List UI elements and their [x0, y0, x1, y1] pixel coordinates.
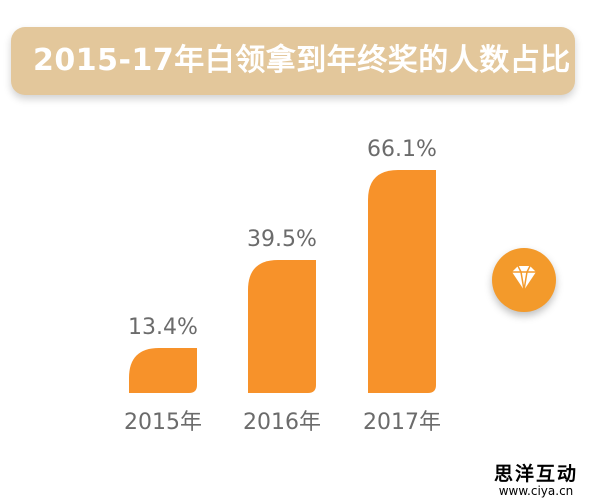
- value-label: 13.4%: [128, 315, 198, 340]
- brand-name: 思洋互动: [480, 464, 592, 485]
- value-label: 66.1%: [367, 137, 437, 162]
- value-label: 39.5%: [247, 227, 317, 252]
- diamond-badge: [492, 248, 556, 312]
- diamond-icon: [492, 248, 556, 312]
- brand-url: www.ciya.cn: [480, 485, 592, 498]
- footer-brand: 思洋互动 www.ciya.cn: [480, 464, 592, 498]
- category-label: 2015年: [124, 410, 202, 435]
- bar-2016年: [248, 260, 316, 393]
- category-label: 2017年: [363, 410, 441, 435]
- bar-2015年: [129, 348, 197, 393]
- bar-2017年: [368, 170, 436, 393]
- bars-layer: [129, 170, 436, 393]
- category-label: 2016年: [243, 410, 321, 435]
